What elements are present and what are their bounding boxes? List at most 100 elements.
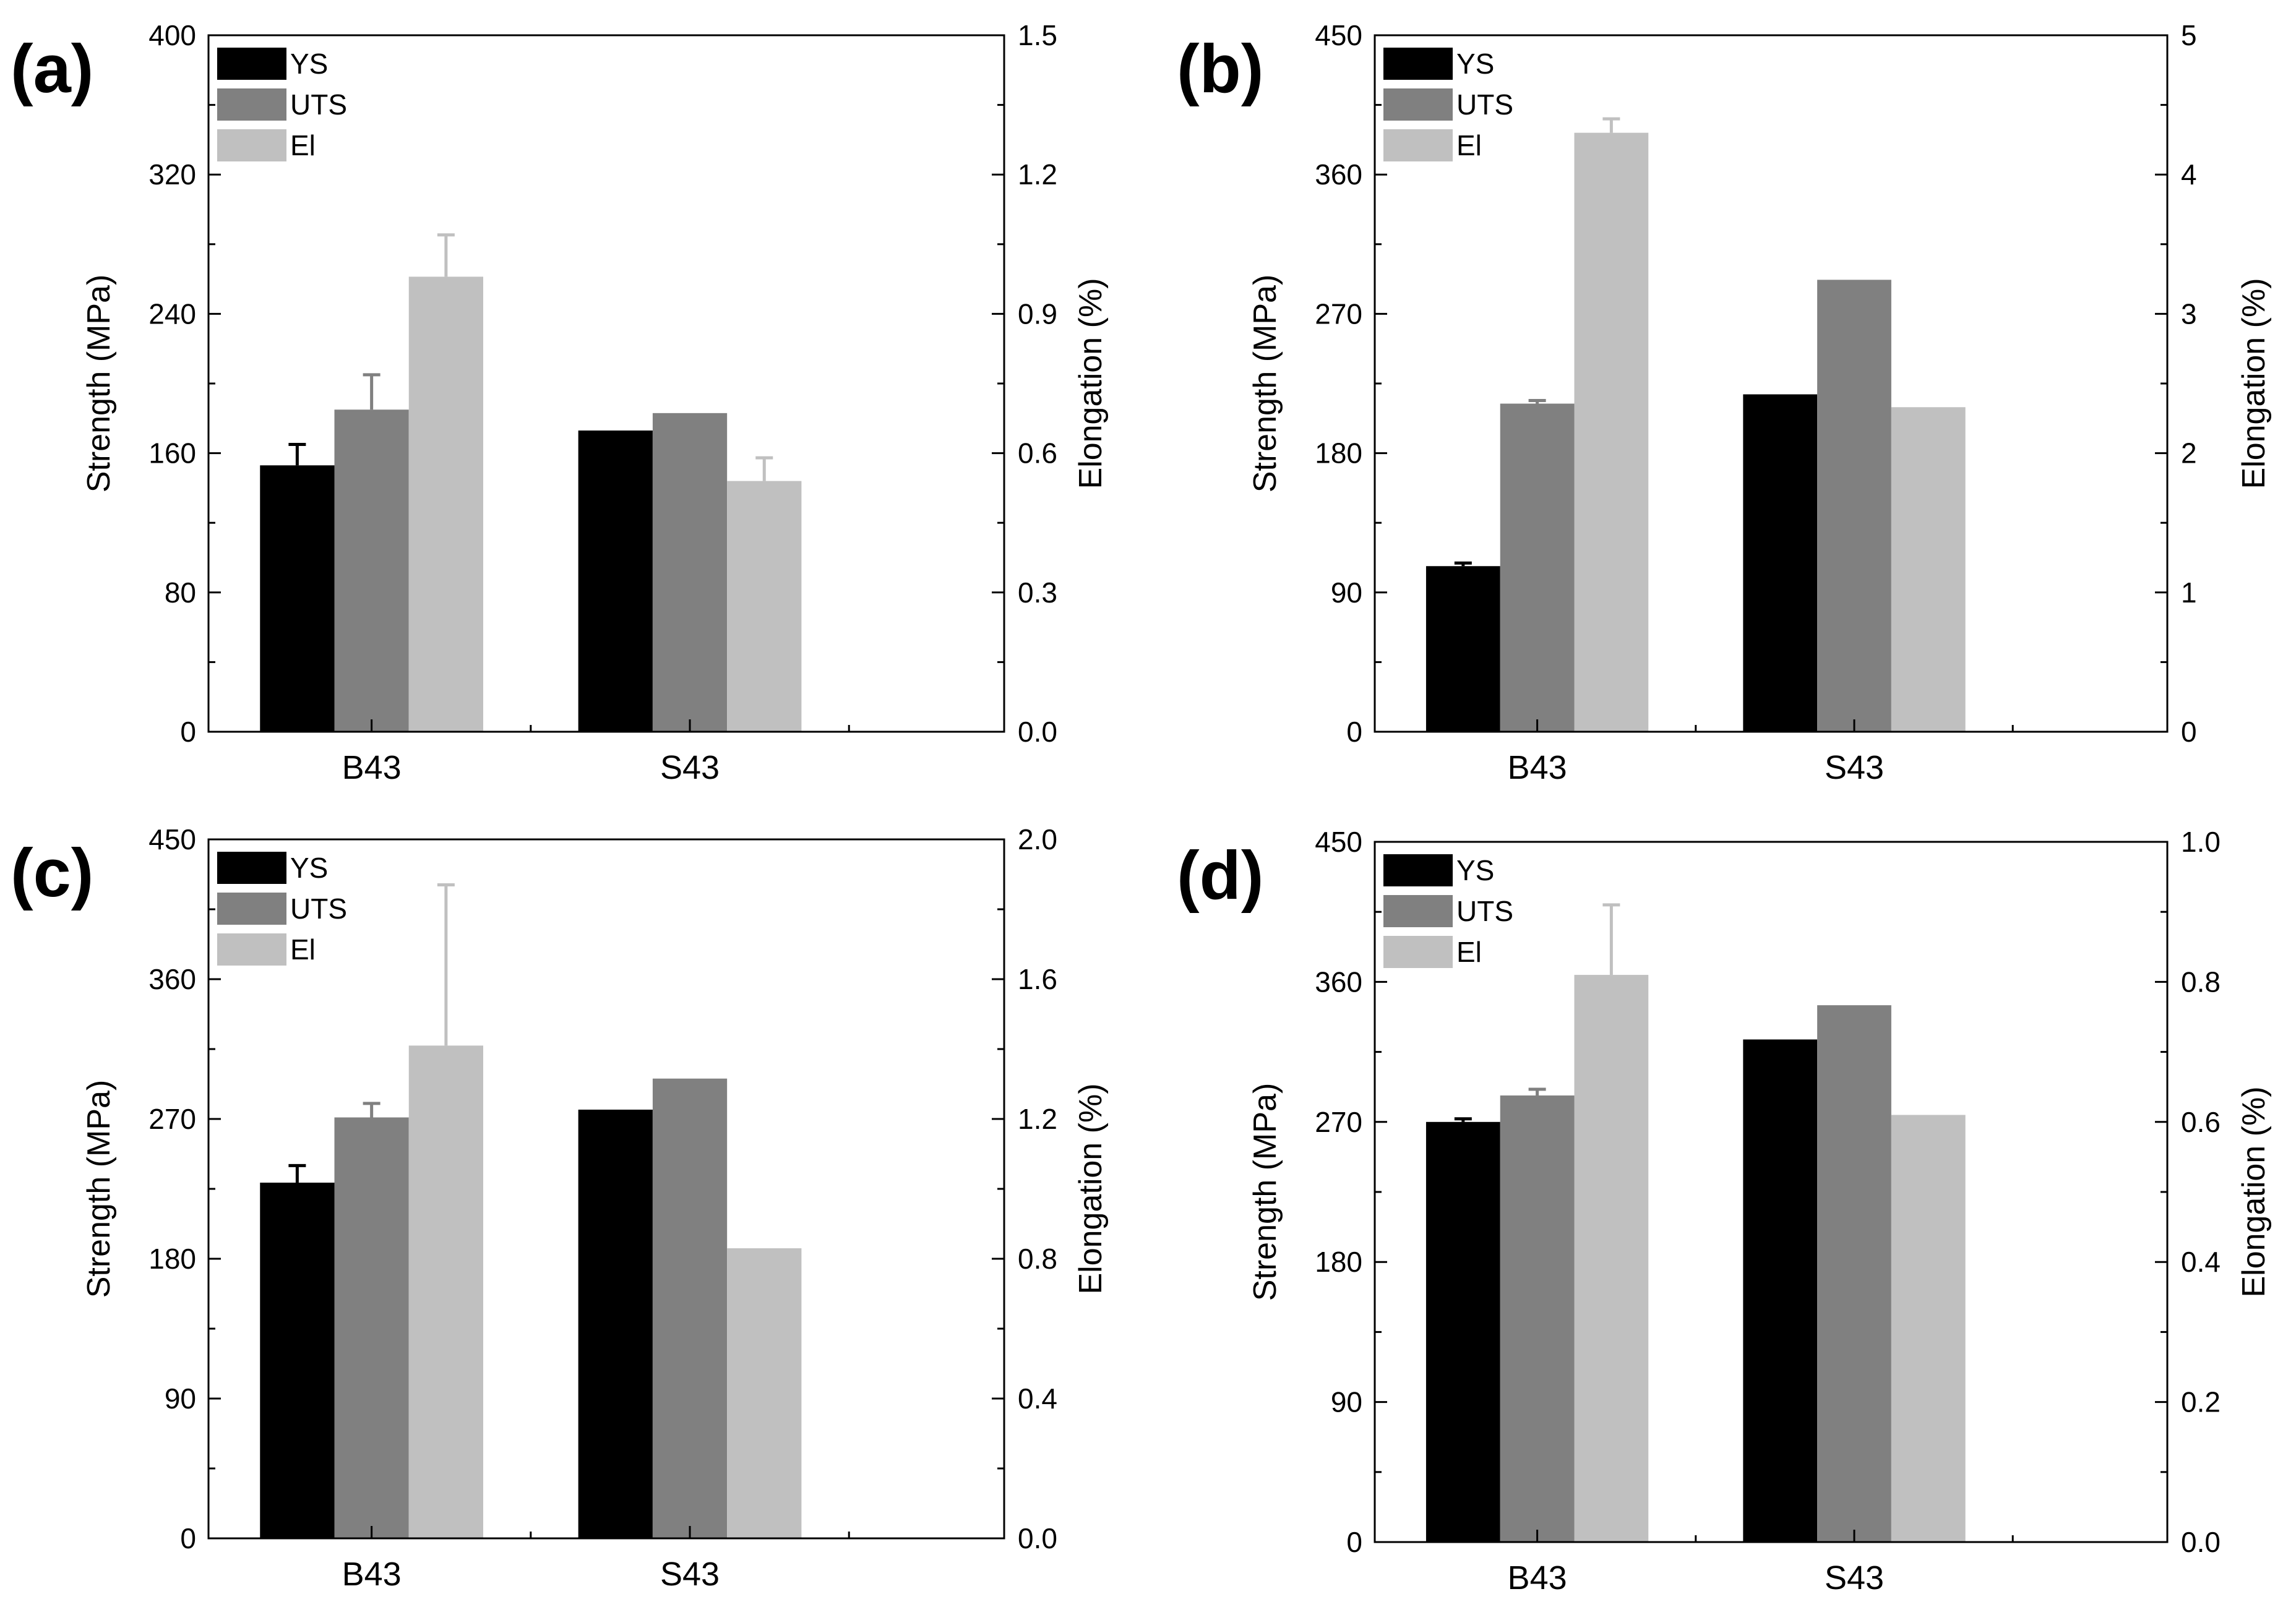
panel-label: (c) — [11, 835, 93, 911]
left-tick-label: 360 — [1315, 158, 1362, 191]
right-tick-label: 0.4 — [2181, 1246, 2221, 1278]
chart-panel-c: 0 90 180 270 360 450 0.0 0.4 0.8 1.2 1.6 2.0 B43 S43 S… — [11, 823, 1109, 1593]
legend-label-el: El — [290, 933, 316, 966]
legend-swatch-ys — [217, 852, 286, 884]
left-tick-label: 0 — [1346, 716, 1362, 748]
legend-swatch-ys — [1383, 48, 1453, 80]
left-tick-label: 450 — [1315, 19, 1362, 51]
y-axis-title: Strength (MPa) — [1247, 1083, 1283, 1301]
left-tick-label: 240 — [148, 298, 196, 330]
right-tick-label: 0.4 — [1018, 1382, 1057, 1415]
left-tick-label: 360 — [1315, 966, 1362, 998]
bar-el-b43 — [408, 276, 483, 732]
bar-el-b43 — [1574, 132, 1649, 732]
right-tick-label: 0 — [2181, 716, 2197, 748]
right-tick-label: 1.2 — [1018, 158, 1057, 191]
left-tick-label: 0 — [180, 1522, 196, 1554]
category-label: S43 — [1825, 749, 1884, 786]
y2-axis-title: Elongation (%) — [2236, 1086, 2272, 1297]
chart-panel-b: 0 90 180 270 360 450 0 1 2 3 4 5 B43 S43 Strength (MPa… — [1177, 19, 2272, 786]
left-tick-label: 0 — [1346, 1526, 1362, 1558]
bar-uts-b43 — [334, 1117, 409, 1538]
category-label: S43 — [660, 1556, 720, 1593]
legend-swatch-el — [217, 933, 286, 966]
left-tick-label: 270 — [1315, 298, 1362, 330]
y2-axis-title: Elongation (%) — [2236, 278, 2272, 489]
category-label: B43 — [342, 749, 402, 786]
legend-swatch-uts — [1383, 88, 1453, 121]
left-tick-label: 90 — [1331, 1386, 1362, 1418]
right-tick-label: 5 — [2181, 19, 2197, 51]
legend-swatch-uts — [217, 88, 286, 121]
legend-label-ys: YS — [290, 48, 328, 80]
legend-label-uts: UTS — [1456, 88, 1513, 121]
right-tick-label: 0.6 — [1018, 437, 1057, 469]
bar-ys-s43 — [1743, 1039, 1818, 1542]
bar-uts-s43 — [652, 1078, 728, 1538]
left-tick-label: 160 — [148, 437, 196, 469]
left-tick-label: 0 — [180, 716, 196, 748]
right-tick-label: 0.0 — [1018, 716, 1057, 748]
legend-swatch-uts — [217, 893, 286, 925]
chart-panel-d: 0 90 180 270 360 450 0.0 0.2 0.4 0.6 0.8 1.0 B43 S43 S… — [1177, 826, 2272, 1596]
bar-ys-b43 — [260, 1182, 335, 1538]
y2-axis-title: Elongation (%) — [1073, 278, 1109, 489]
bar-ys-b43 — [1425, 566, 1500, 732]
legend-label-uts: UTS — [290, 88, 347, 121]
right-tick-label: 2.0 — [1018, 823, 1057, 855]
left-tick-label: 450 — [1315, 826, 1362, 858]
bar-el-s43 — [727, 1248, 802, 1538]
legend-label-ys: YS — [1456, 854, 1494, 886]
bar-el-s43 — [1891, 1115, 1966, 1542]
right-tick-label: 1.2 — [1018, 1103, 1057, 1135]
left-tick-label: 270 — [1315, 1106, 1362, 1138]
right-tick-label: 0.6 — [2181, 1106, 2221, 1138]
chart-panel-a: 0 80 160 240 320 400 0.0 0.3 0.6 0.9 1.2 1.5 B43 S43 S… — [11, 19, 1109, 786]
bar-ys-s43 — [578, 431, 653, 732]
bar-el-b43 — [1574, 975, 1649, 1542]
bar-uts-b43 — [1500, 403, 1575, 732]
category-label: B43 — [1508, 749, 1567, 786]
left-tick-label: 90 — [165, 1382, 196, 1415]
legend-swatch-el — [1383, 129, 1453, 161]
category-label: B43 — [342, 1556, 402, 1593]
legend-label-el: El — [1456, 129, 1482, 161]
left-tick-label: 400 — [148, 19, 196, 51]
panel-label: (d) — [1177, 838, 1263, 914]
y-axis-title: Strength (MPa) — [1247, 275, 1283, 493]
legend-swatch-uts — [1383, 895, 1453, 927]
legend-swatch-el — [1383, 936, 1453, 968]
right-tick-label: 4 — [2181, 158, 2197, 191]
legend-label-uts: UTS — [1456, 895, 1513, 927]
right-tick-label: 0.9 — [1018, 298, 1057, 330]
left-tick-label: 180 — [148, 1243, 196, 1275]
bar-uts-b43 — [334, 409, 409, 732]
left-tick-label: 90 — [1331, 576, 1362, 609]
y-axis-title: Strength (MPa) — [81, 275, 117, 493]
legend-label-ys: YS — [290, 852, 328, 884]
bar-ys-b43 — [260, 465, 335, 732]
legend-swatch-ys — [217, 48, 286, 80]
y2-axis-title: Elongation (%) — [1073, 1083, 1109, 1294]
right-tick-label: 2 — [2181, 437, 2197, 469]
right-tick-label: 1.0 — [2181, 826, 2221, 858]
legend-label-ys: YS — [1456, 48, 1494, 80]
bar-el-b43 — [408, 1045, 483, 1538]
panel-label: (b) — [1177, 31, 1263, 107]
left-tick-label: 360 — [148, 963, 196, 995]
right-tick-label: 1.5 — [1018, 19, 1057, 51]
right-tick-label: 0.0 — [1018, 1522, 1057, 1554]
bar-uts-s43 — [1817, 280, 1891, 732]
bar-ys-s43 — [1743, 394, 1818, 732]
category-label: S43 — [660, 749, 720, 786]
left-tick-label: 180 — [1315, 1246, 1362, 1278]
left-tick-label: 180 — [1315, 437, 1362, 469]
right-tick-label: 0.8 — [2181, 966, 2221, 998]
bar-ys-b43 — [1425, 1121, 1500, 1542]
right-tick-label: 0.2 — [2181, 1386, 2221, 1418]
left-tick-label: 320 — [148, 158, 196, 191]
bar-el-s43 — [1891, 407, 1966, 732]
right-tick-label: 0.8 — [1018, 1243, 1057, 1275]
